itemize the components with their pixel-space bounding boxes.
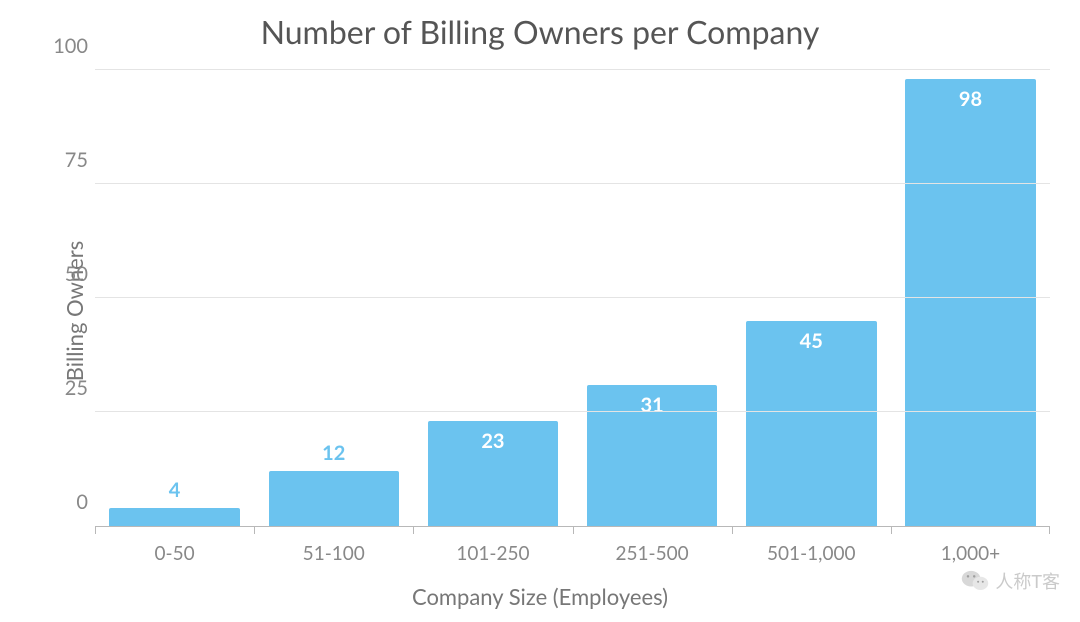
- x-tick-label: 51-100: [254, 532, 413, 565]
- bar-value-label: 45: [746, 329, 877, 353]
- bar: 45: [746, 321, 877, 526]
- bar-value-label: 12: [269, 441, 400, 465]
- y-tick-label: 75: [40, 148, 88, 172]
- bar-slot: 31: [573, 70, 732, 526]
- bar-value-label: 4: [109, 478, 240, 502]
- bar: 23: [428, 421, 559, 526]
- x-axis-label: Company Size (Employees): [0, 583, 1080, 610]
- gridline: [95, 183, 1050, 184]
- x-tick-label: 251-500: [573, 532, 732, 565]
- bar-slot: 4: [95, 70, 254, 526]
- y-tick-label: 0: [40, 490, 88, 514]
- plot-area: 41223314598 0-5051-100101-250251-500501-…: [95, 70, 1050, 527]
- bar-slot: 23: [413, 70, 572, 526]
- gridline: [95, 411, 1050, 412]
- bar-slot: 45: [732, 70, 891, 526]
- bar-value-label: 31: [587, 393, 718, 417]
- y-tick-label: 50: [40, 262, 88, 286]
- gridline: [95, 69, 1050, 70]
- bar: 4: [109, 508, 240, 526]
- gridline: [95, 297, 1050, 298]
- x-tick-label: 101-250: [413, 532, 572, 565]
- y-tick-label: 25: [40, 376, 88, 400]
- x-tick-label: 1,000+: [891, 532, 1050, 565]
- chart-container: Number of Billing Owners per Company Bil…: [0, 0, 1080, 622]
- x-tick-row: 0-5051-100101-250251-500501-1,0001,000+: [95, 532, 1050, 565]
- bar: 98: [905, 79, 1036, 526]
- bar-slot: 98: [891, 70, 1050, 526]
- bars-row: 4 12 23 31 45 98: [95, 70, 1050, 526]
- x-tick-label: 501-1,000: [732, 532, 891, 565]
- x-tick-label: 0-50: [95, 532, 254, 565]
- bar-slot: 12: [254, 70, 413, 526]
- bar: 31: [587, 385, 718, 526]
- bar-value-label: 23: [428, 429, 559, 453]
- bar-value-label: 98: [905, 87, 1036, 111]
- bar: 12: [269, 471, 400, 526]
- y-tick-label: 100: [40, 34, 88, 58]
- chart-title: Number of Billing Owners per Company: [0, 12, 1080, 51]
